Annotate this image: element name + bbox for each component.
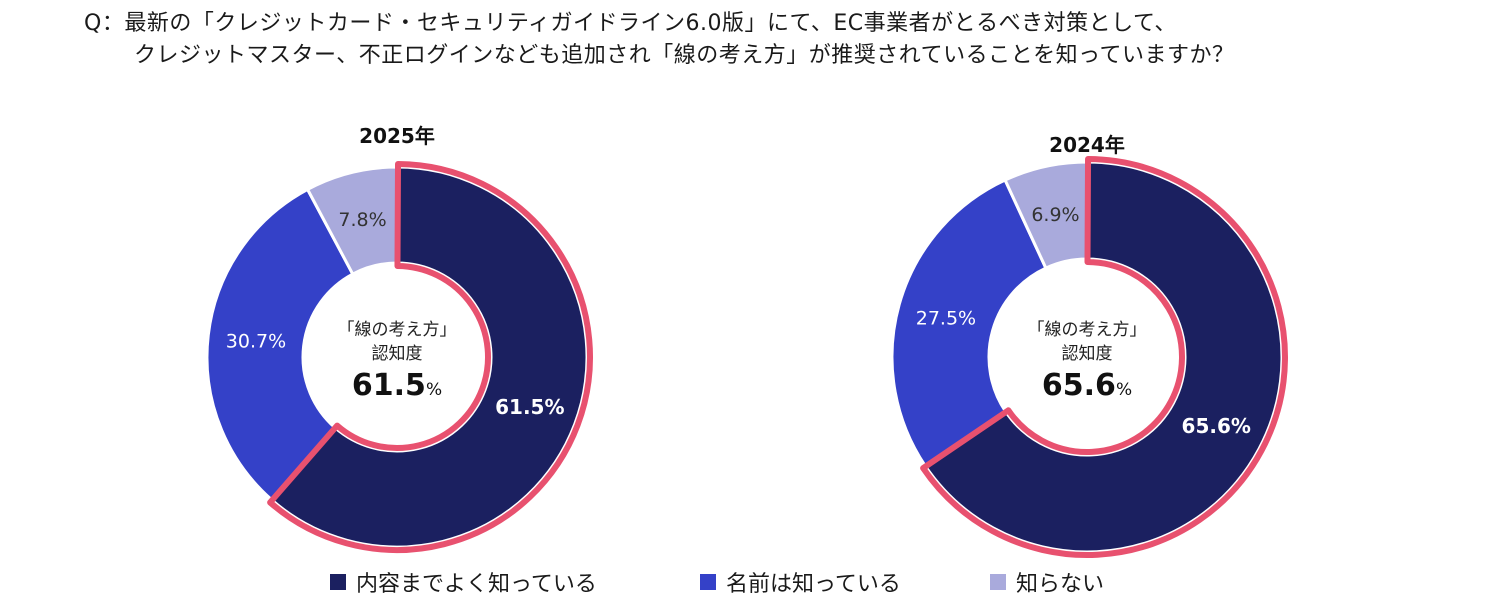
- legend-item-know-name: 名前は知っている: [700, 566, 901, 598]
- slice-know-name-0: [205, 187, 355, 502]
- value-label-know-well-1: 65.6%: [1182, 414, 1251, 438]
- legend-item-know-well: 内容までよく知っている: [330, 566, 597, 598]
- donut-charts: 2025年61.5%30.7%7.8%「線の考え方」認知度61.5%2024年6…: [205, 124, 1288, 558]
- highlight-border-1: [920, 156, 1288, 558]
- donut-chart-0: 2025年 61.5% 30.7% 7.8% 「線の考え方」認知度 61.5%: [205, 124, 593, 553]
- highlight-border-0: [267, 161, 593, 553]
- question-line-2: クレジットマスター、不正ログインなども追加され「線の考え方」が推奨されていること…: [134, 43, 1235, 68]
- center-label-title-1: 「線の考え方」: [1028, 320, 1147, 340]
- center-label-title-0: 「線の考え方」: [338, 320, 457, 340]
- chart-title-0: 2025年: [359, 124, 435, 148]
- center-label-subtitle-0: 認知度: [372, 344, 423, 364]
- legend-swatch-know-well: [330, 574, 346, 590]
- chart-legend: 内容までよく知っている 名前は知っている 知らない: [0, 560, 1500, 600]
- legend-label-know-well: 内容までよく知っている: [356, 572, 597, 597]
- value-label-know-name-1: 27.5%: [916, 307, 976, 329]
- slice-know-name-1: [890, 178, 1048, 468]
- legend-label-know-name: 名前は知っている: [726, 572, 901, 597]
- value-label-dont-know-1: 6.9%: [1031, 204, 1079, 226]
- donut-chart-1: 2024年 65.6% 27.5% 6.9% 「線の考え方」認知度 65.6%: [890, 133, 1288, 558]
- center-value-0: 61.5%: [352, 368, 442, 403]
- value-label-dont-know-0: 7.8%: [338, 209, 386, 231]
- legend-item-dont-know: 知らない: [990, 566, 1104, 598]
- question-text: Q：最新の「クレジットカード・セキュリティガイドライン6.0版」にて、EC事業者…: [84, 8, 1484, 72]
- chart-title-1: 2024年: [1049, 133, 1125, 157]
- legend-swatch-dont-know: [990, 574, 1006, 590]
- legend-label-dont-know: 知らない: [1016, 572, 1105, 597]
- center-value-1: 65.6%: [1042, 368, 1132, 403]
- question-line-1: Q：最新の「クレジットカード・セキュリティガイドライン6.0版」にて、EC事業者…: [84, 11, 1177, 36]
- value-label-know-name-0: 30.7%: [226, 331, 286, 353]
- legend-swatch-know-name: [700, 574, 716, 590]
- value-label-know-well-0: 61.5%: [495, 395, 564, 419]
- center-label-subtitle-1: 認知度: [1062, 344, 1113, 364]
